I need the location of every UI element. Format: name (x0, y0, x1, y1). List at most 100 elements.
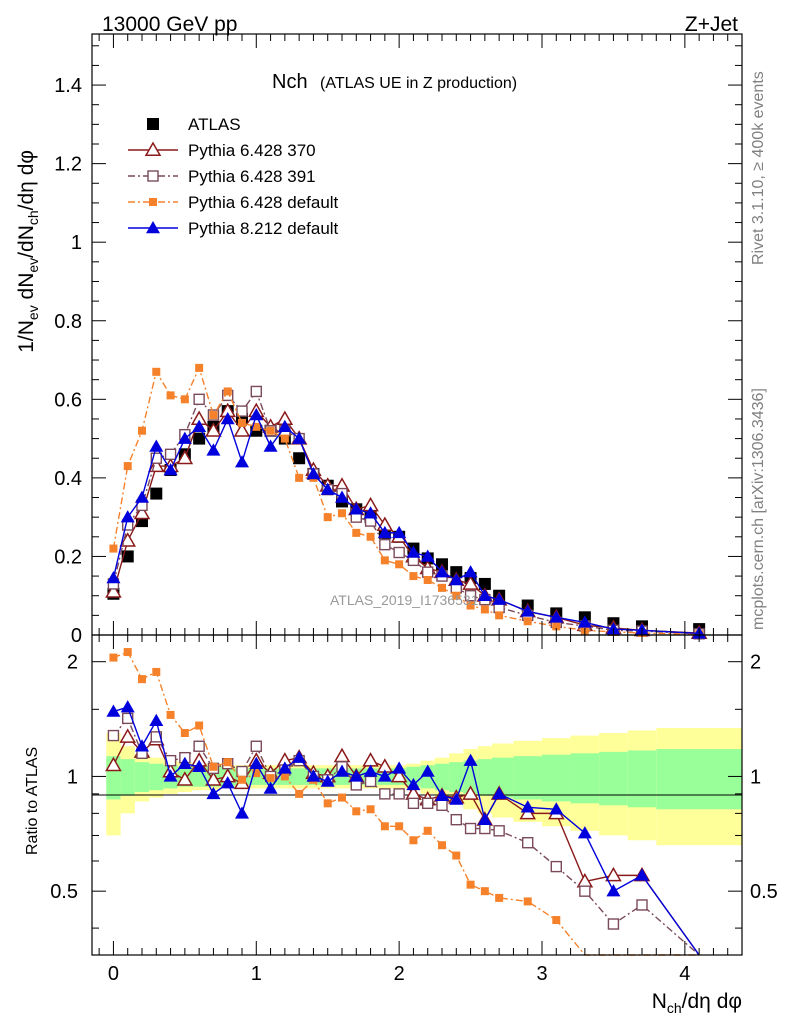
ratio-point-pythia-6-428-391 (379, 788, 391, 800)
ratio-point-pythia-6-428-391 (250, 740, 262, 752)
ratio-point-pythia-6-428-default (552, 916, 561, 925)
main-point-pythia-6-428-default (338, 509, 346, 518)
ratio-band-inner (149, 763, 164, 791)
legend-marker (147, 170, 159, 182)
main-y-tick-label: 0.8 (54, 311, 82, 333)
legend-label: Pythia 6.428 391 (188, 167, 316, 186)
ratio-point-pythia-6-428-370 (176, 771, 194, 786)
ratio-point-pythia-6-428-370 (205, 771, 222, 786)
main-point-pythia-6-428-370 (133, 504, 151, 520)
rivet-label: Rivet 3.1.10, ≥ 400k events (750, 71, 767, 265)
main-panel: ATLAS_2019_I1736531 0 0.2 0.4 0.6 0.8 1 1.2 1.4… (15, 33, 743, 647)
main-point-pythia-6-428-370 (176, 449, 194, 465)
ratio-band-inner (292, 768, 307, 785)
ratio-point-pythia-6-428-370 (462, 785, 479, 800)
ratio-point-pythia-8-212-default (463, 753, 478, 766)
ratio-point-pythia-8-212-default (377, 769, 392, 782)
main-point-pythia-8-212-default (106, 571, 121, 584)
x-tick-label: 2 (394, 963, 405, 985)
ratio-point-pythia-6-428-391 (193, 740, 205, 752)
main-point-pythia-8-212-default (520, 604, 535, 617)
main-point-pythia-6-428-default (252, 422, 261, 431)
ratio-line-pythia-6-428-370 (112, 735, 700, 956)
main-point-pythia-8-212-default (135, 490, 149, 503)
ratio-point-pythia-8-212-default (335, 764, 349, 777)
ratio-line-pythia-6-428-default (113, 651, 700, 956)
main-point-pythia-8-212-default (549, 610, 564, 623)
ratio-line-pythia-8-212-default (113, 706, 700, 956)
main-point-atlas (193, 432, 206, 445)
main-series-pythia-6-428-default (109, 363, 704, 639)
main-point-pythia-6-428-default (266, 426, 275, 435)
ratio-band-inner (434, 763, 450, 791)
ratio-point-pythia-8-212-default (192, 759, 207, 773)
ratio-point-pythia-6-428-default (109, 653, 118, 662)
ratio-line-pythia-6-428-391 (112, 717, 700, 956)
ratio-point-pythia-6-428-391 (450, 813, 462, 826)
ratio-point-pythia-8-212-default (163, 769, 178, 782)
ratio-point-pythia-6-428-default (195, 721, 204, 730)
ratio-point-pythia-6-428-default (295, 789, 304, 798)
ratio-point-pythia-8-212-default (577, 826, 592, 839)
main-series-pythia-8-212-default (106, 408, 707, 639)
x-tick-label: 4 (679, 963, 690, 985)
mcplots-label: mcplots.cern.ch [arXiv:1306.3436] (750, 388, 767, 630)
ratio-point-pythia-6-428-default (266, 774, 275, 783)
ratio-point-pythia-6-428-391 (522, 837, 534, 849)
ratio-point-pythia-8-212-default (149, 713, 164, 726)
main-point-pythia-6-428-default (466, 601, 475, 610)
main-point-pythia-8-212-default (492, 592, 507, 605)
ratio-point-pythia-6-428-391 (579, 885, 591, 897)
ratio-y-tick-label: 1 (67, 766, 78, 788)
legend-marker (144, 141, 162, 156)
ratio-point-pythia-6-428-391 (493, 825, 505, 837)
main-point-pythia-6-428-391 (379, 538, 391, 551)
main-point-pythia-8-212-default (149, 439, 164, 452)
main-point-pythia-6-428-default (352, 528, 361, 537)
ratio-point-pythia-6-428-default (452, 851, 461, 860)
main-point-pythia-8-212-default (349, 502, 364, 515)
main-y-tick-label: 0.6 (54, 389, 82, 411)
ratio-point-pythia-6-428-default (366, 805, 375, 814)
main-point-pythia-6-428-391 (464, 590, 477, 602)
ratio-frame (91, 634, 743, 956)
main-point-pythia-6-428-391 (193, 393, 205, 406)
main-y-tick-label: 1 (71, 232, 82, 254)
main-point-pythia-6-428-default (280, 434, 289, 443)
ratio-point-pythia-6-428-default (466, 880, 475, 889)
ratio-point-pythia-8-212-default (277, 761, 292, 774)
main-point-pythia-8-212-default (577, 615, 592, 628)
legend-entry-pythia-6-428-391: Pythia 6.428 391 (128, 167, 316, 186)
ratio-point-pythia-8-212-default (306, 769, 321, 782)
main-point-pythia-6-428-370 (205, 422, 222, 437)
main-point-pythia-6-428-391 (164, 448, 177, 461)
main-point-pythia-6-428-370 (233, 422, 251, 437)
ratio-point-pythia-6-428-default (223, 758, 232, 767)
main-y-tick-label: 0.4 (54, 468, 82, 490)
ratio-point-pythia-8-212-default (177, 756, 192, 769)
main-point-pythia-6-428-default (195, 363, 204, 372)
ratio-point-pythia-6-428-391 (150, 731, 162, 743)
ratio-point-pythia-6-428-default (352, 807, 361, 816)
main-point-pythia-6-428-391 (150, 452, 162, 464)
ratio-point-pythia-6-428-370 (390, 767, 408, 783)
main-point-pythia-8-212-default (320, 482, 335, 495)
x-tick-label: 3 (536, 963, 547, 985)
ratio-point-pythia-6-428-default (238, 775, 246, 784)
main-point-pythia-8-212-default (277, 419, 292, 433)
ratio-point-pythia-8-212-default (549, 802, 564, 815)
ratio-point-pythia-8-212-default (249, 756, 264, 769)
ratio-point-pythia-6-428-default (152, 667, 161, 676)
main-point-pythia-8-212-default (377, 525, 392, 539)
ratio-point-pythia-8-212-default (406, 777, 421, 791)
ratio-point-pythia-6-428-391 (407, 797, 420, 810)
main-point-pythia-8-212-default (192, 419, 207, 433)
main-point-pythia-6-428-default (380, 556, 389, 565)
ratio-band-inner (570, 753, 600, 804)
ratio-point-pythia-8-212-default (435, 788, 449, 801)
ratio-y-tick-label: 2 (67, 652, 78, 674)
main-point-pythia-6-428-default (166, 391, 175, 400)
main-point-pythia-8-212-default (392, 525, 407, 539)
main-point-atlas (150, 487, 163, 500)
main-point-pythia-8-212-default (335, 490, 349, 503)
